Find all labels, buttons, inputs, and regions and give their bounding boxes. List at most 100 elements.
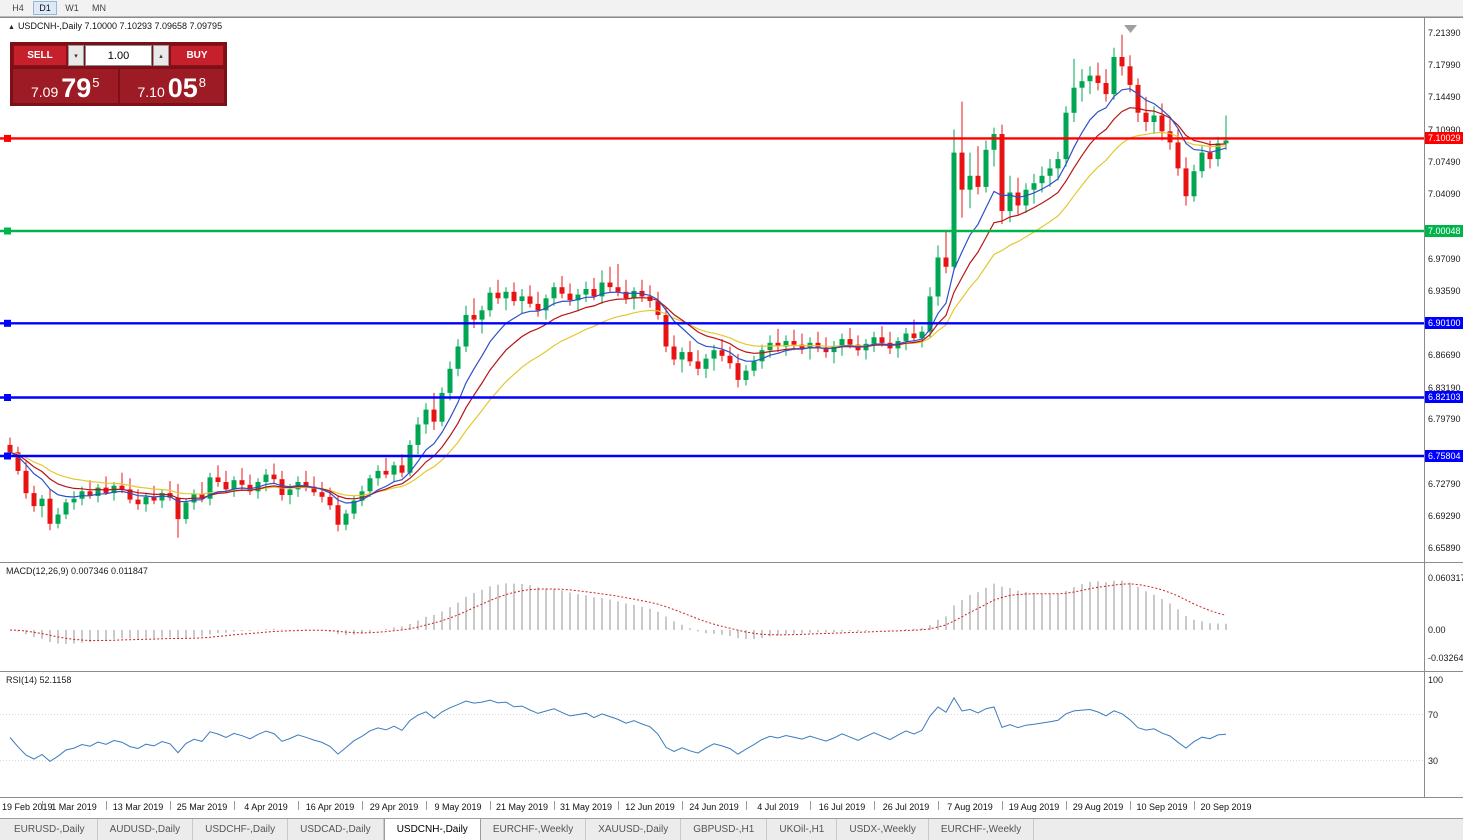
date-axis[interactable]: 19 Feb 2019 1 Mar 2019 13 Mar 2019 25 Mar 2… [0,798,1424,817]
timeframe-button-h4[interactable]: H4 [6,1,30,15]
volume-increase-button[interactable]: ▴ [153,45,169,66]
candle-body [1183,168,1189,197]
price-axis[interactable]: 7.21390 7.17990 7.14490 7.10990 7.07490 7.040… [1425,0,1463,797]
price-axis-label: 7.17990 [1428,59,1461,70]
candle-body [903,333,909,341]
candle-body [47,498,53,524]
chart-tab-eurchf-weekly[interactable]: EURCHF-,Weekly [929,819,1035,840]
candle-body [1223,140,1229,144]
rsi-indicator-chart[interactable] [0,672,1463,796]
candle-body [375,470,381,479]
date-axis-label: 26 Jul 2019 [882,802,930,812]
candle-body [751,361,757,371]
candle-body [1167,131,1173,143]
horizontal-line-anchor[interactable] [4,319,11,327]
sell-price-display[interactable]: 7.09 79 5 [13,69,118,103]
candle-body [1063,112,1069,160]
candle-body [1103,83,1109,95]
candle-body [1215,143,1221,160]
chart-tab-eurusd-daily[interactable]: EURUSD-,Daily [2,819,98,840]
candle-body [1135,84,1141,113]
candle-body [631,290,637,299]
macd-label: MACD(12,26,9) 0.007346 0.011847 [6,566,148,576]
chart-tab-gbpusd-h1[interactable]: GBPUSD-,H1 [681,819,768,840]
candle-body [263,474,269,482]
horizontal-line-anchor[interactable] [4,134,11,142]
macd-axis-label: 0.00 [1428,625,1446,635]
timeframe-button-w1[interactable]: W1 [60,1,84,15]
candle-body [775,342,781,347]
date-axis-label: 9 May 2019 [434,802,482,812]
buy-price-display[interactable]: 7.10 05 8 [119,69,224,103]
buy-button[interactable]: BUY [170,45,224,66]
date-axis-label: 19 Feb 2019 [2,802,53,812]
candle-body [919,331,925,339]
candle-body [159,493,165,501]
candle-body [551,287,557,299]
candle-body [1159,115,1165,132]
main-price-chart[interactable] [0,18,1463,562]
candle-body [439,392,445,422]
chart-tab-usdchf-daily[interactable]: USDCHF-,Daily [193,819,289,840]
candle-body [839,339,845,347]
candle-body [287,489,293,495]
price-axis-label: 7.07490 [1428,157,1461,167]
candle-body [311,486,317,493]
hline-price-tag: 6.90100 [1425,316,1463,329]
chart-tab-usdcnh-daily[interactable]: USDCNH-,Daily [383,818,481,840]
horizontal-line-anchor[interactable] [4,452,11,460]
candle-body [727,355,733,364]
candle-body [431,409,437,422]
date-axis-label: 25 Mar 2019 [176,802,228,812]
candle-body [567,293,573,301]
candle-body [711,350,717,359]
candle-body [743,370,749,380]
chart-tab-audusd-daily[interactable]: AUDUSD-,Daily [98,819,194,840]
candle-body [1111,57,1117,95]
macd-indicator-chart[interactable] [0,563,1463,671]
chart-tab-usdcad-daily[interactable]: USDCAD-,Daily [288,819,384,840]
candle-body [415,424,421,445]
timeframe-button-d1[interactable]: D1 [33,1,57,15]
candle-body [343,513,349,525]
candle-body [151,496,157,501]
candle-body [127,489,133,500]
sell-price-pip: 5 [92,75,100,90]
date-axis-tick [810,801,811,810]
rsi-panel-separator[interactable] [0,671,1463,672]
timeframe-button-mn[interactable]: MN [87,1,111,15]
sell-button[interactable]: SELL [13,45,67,66]
date-axis-tick [1066,801,1067,810]
candle-body [367,478,373,492]
candle-body [527,296,533,304]
chart-tab-xauusd-daily[interactable]: XAUUSD-,Daily [586,819,682,840]
chart-shift-marker-icon[interactable] [1124,25,1137,33]
candle-body [823,347,829,353]
volume-decrease-button[interactable]: ▾ [68,45,84,66]
horizontal-line-anchor[interactable] [4,394,11,401]
volume-input[interactable] [85,45,152,66]
candle-body [183,502,189,520]
candle-body [1175,142,1181,169]
date-axis-label: 21 May 2019 [495,802,549,812]
date-axis-label: 7 Aug 2019 [947,802,993,812]
candle-body [1071,87,1077,113]
macd-panel-separator[interactable] [0,562,1463,563]
candle-body [911,333,917,339]
date-axis-label: 24 Jun 2019 [689,802,739,812]
toolbar-separator [0,17,1463,18]
candle-body [1015,192,1021,206]
date-axis-label: 1 Mar 2019 [51,802,97,812]
candle-body [1127,66,1133,85]
price-axis-divider [1424,18,1425,797]
candle-body [391,465,397,475]
candle-body [991,134,997,150]
candle-body [695,361,701,369]
candle-body [511,291,517,302]
chart-tab-eurchf-weekly[interactable]: EURCHF-,Weekly [481,819,587,840]
chart-tab-usdx-weekly[interactable]: USDX-,Weekly [837,819,929,840]
candle-body [479,310,485,320]
chart-tab-ukoil-h1[interactable]: UKOil-,H1 [767,819,838,840]
horizontal-line-anchor[interactable] [4,227,11,235]
date-axis-tick [234,801,235,810]
